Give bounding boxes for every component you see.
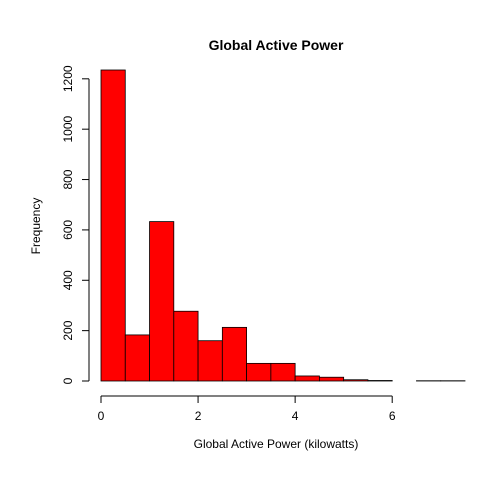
histogram-bar [221, 326, 247, 382]
y-tick-label: 600 [61, 220, 75, 240]
y-tick-label: 1000 [61, 116, 75, 143]
bars-group [100, 69, 466, 382]
histogram-bar [197, 340, 223, 382]
x-tick-label: 0 [98, 409, 105, 423]
x-tick-label: 4 [292, 409, 299, 423]
histogram-bar [124, 334, 150, 382]
y-tick-label: 800 [61, 169, 75, 189]
y-axis: 0 200 400 600 800 1000 1200 [61, 65, 90, 384]
y-tick-label: 200 [61, 320, 75, 340]
histogram-bar [367, 380, 393, 382]
histogram-bar [270, 362, 296, 382]
x-tick-label: 2 [195, 409, 202, 423]
x-axis: 0 2 4 6 [98, 395, 396, 423]
y-tick-label: 400 [61, 270, 75, 290]
histogram-bar [343, 379, 369, 382]
x-axis-label: Global Active Power (kilowatts) [194, 437, 359, 451]
chart-title: Global Active Power [209, 37, 344, 53]
y-axis-label: Frequency [29, 198, 43, 255]
histogram-bar [100, 69, 126, 382]
histogram-bar [246, 362, 272, 382]
x-tick-label: 6 [389, 409, 396, 423]
histogram-bar [173, 310, 199, 382]
y-tick-label: 0 [61, 377, 75, 384]
histogram-bar [294, 375, 320, 382]
histogram-bar [318, 376, 345, 382]
histogram-bar [149, 221, 175, 382]
y-tick-label: 1200 [61, 65, 75, 92]
